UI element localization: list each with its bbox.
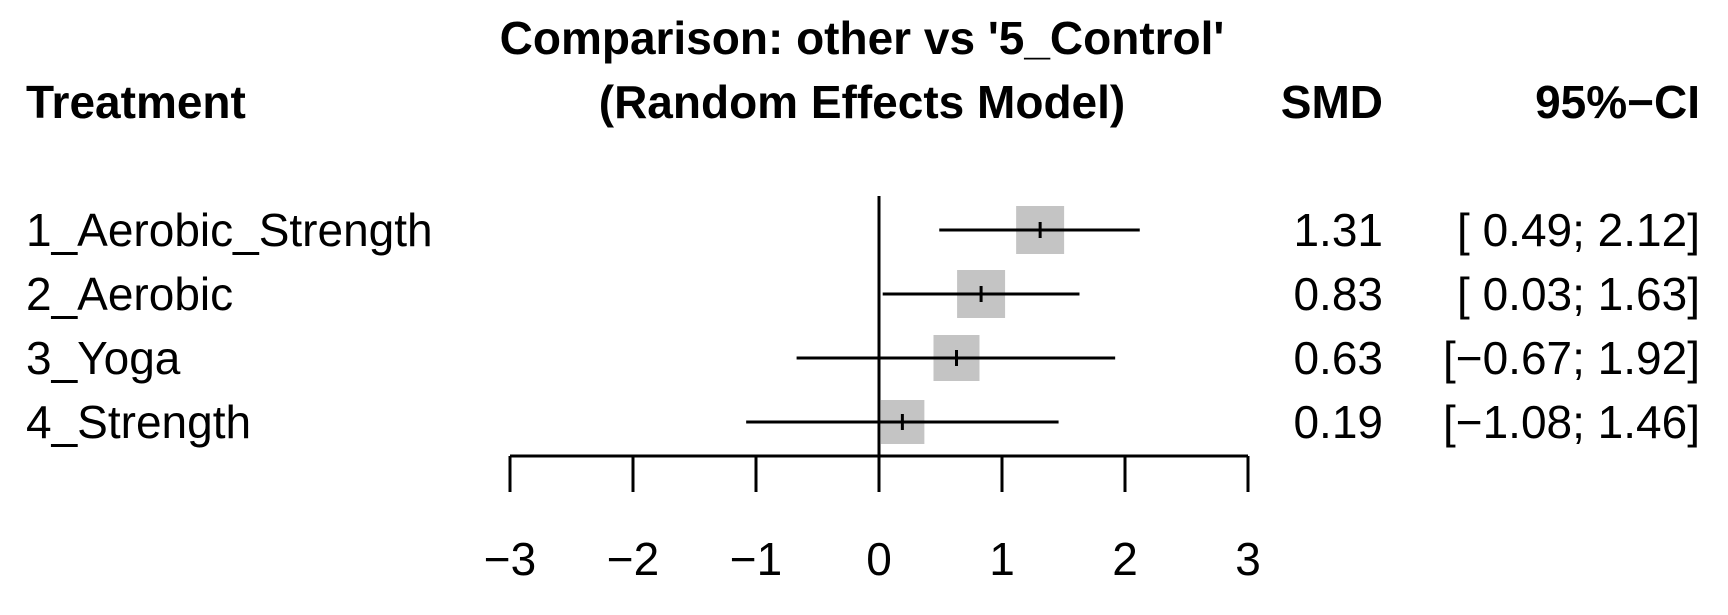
treatment-label: 3_Yoga <box>26 332 181 384</box>
x-tick-label: 0 <box>866 533 892 585</box>
smd-value: 0.63 <box>1293 332 1383 384</box>
ci-value: [−1.08; 1.46] <box>1443 396 1700 448</box>
chart-title-line2: (Random Effects Model) <box>599 76 1125 128</box>
ci-value: [ 0.49; 2.12] <box>1457 204 1700 256</box>
forest-row: 1_Aerobic_Strength 1.31 [ 0.49; 2.12] <box>26 204 1700 256</box>
chart-title-line1: Comparison: other vs '5_Control' <box>500 12 1225 64</box>
x-tick-label: −3 <box>484 533 536 585</box>
treatment-label: 2_Aerobic <box>26 268 233 320</box>
ci-value: [ 0.03; 1.63] <box>1457 268 1700 320</box>
x-tick-label: −2 <box>607 533 659 585</box>
smd-value: 0.19 <box>1293 396 1383 448</box>
treatment-column-header: Treatment <box>26 76 246 128</box>
ci-value: [−0.67; 1.92] <box>1443 332 1700 384</box>
x-tick-label: 3 <box>1235 533 1261 585</box>
x-tick-label: 1 <box>989 533 1015 585</box>
rows-group: 1_Aerobic_Strength 1.31 [ 0.49; 2.12] 2_Aer… <box>26 204 1700 448</box>
x-axis: −3 −2 −1 0 1 2 3 <box>484 454 1261 585</box>
smd-value: 1.31 <box>1293 204 1383 256</box>
treatment-label: 1_Aerobic_Strength <box>26 204 433 256</box>
x-tick-label: 2 <box>1112 533 1138 585</box>
ci-column-header: 95%−CI <box>1535 76 1700 128</box>
smd-column-header: SMD <box>1281 76 1383 128</box>
forest-row: 2_Aerobic 0.83 [ 0.03; 1.63] <box>26 268 1700 320</box>
treatment-label: 4_Strength <box>26 396 251 448</box>
smd-value: 0.83 <box>1293 268 1383 320</box>
forest-row: 3_Yoga 0.63 [−0.67; 1.92] <box>26 332 1700 384</box>
x-tick-label: −1 <box>730 533 782 585</box>
forest-row: 4_Strength 0.19 [−1.08; 1.46] <box>26 396 1700 448</box>
